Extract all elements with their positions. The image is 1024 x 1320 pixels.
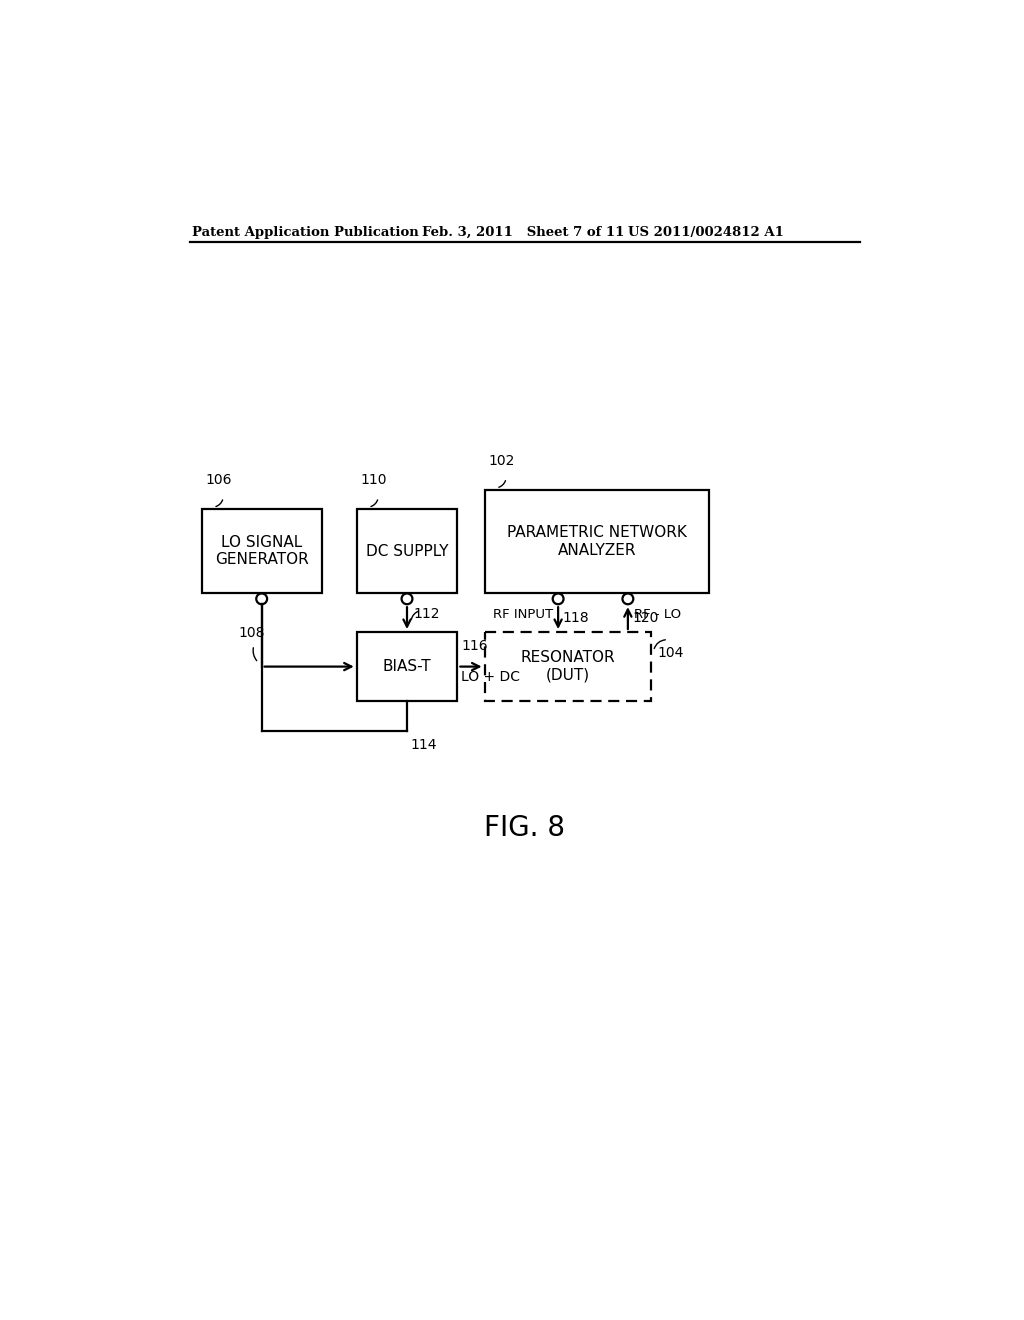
Text: 102: 102 [488,454,515,469]
Text: FIG. 8: FIG. 8 [484,814,565,842]
Text: LO + DC: LO + DC [461,669,520,684]
Text: BIAS-T: BIAS-T [383,659,431,675]
Text: RESONATOR
(DUT): RESONATOR (DUT) [520,651,615,682]
Bar [356,632,458,701]
Text: 106: 106 [206,473,232,487]
Bar [202,508,322,594]
Text: 108: 108 [239,626,265,640]
Text: Patent Application Publication: Patent Application Publication [191,226,418,239]
Text: RF - LO: RF - LO [634,609,681,622]
Text: RF INPUT: RF INPUT [494,609,554,622]
Bar [484,632,651,701]
Text: 118: 118 [563,611,590,626]
Text: 116: 116 [461,639,487,653]
Bar [356,508,458,594]
Text: LO SIGNAL
GENERATOR: LO SIGNAL GENERATOR [215,535,308,568]
Text: 104: 104 [657,645,684,660]
Text: US 2011/0024812 A1: US 2011/0024812 A1 [628,226,783,239]
Text: 120: 120 [633,611,658,626]
Text: PARAMETRIC NETWORK
ANALYZER: PARAMETRIC NETWORK ANALYZER [507,525,687,557]
Text: DC SUPPLY: DC SUPPLY [366,544,449,558]
Bar [484,490,710,594]
Text: 112: 112 [414,607,439,622]
Text: 110: 110 [360,473,387,487]
Text: Feb. 3, 2011   Sheet 7 of 11: Feb. 3, 2011 Sheet 7 of 11 [423,226,625,239]
Text: 114: 114 [411,738,437,752]
